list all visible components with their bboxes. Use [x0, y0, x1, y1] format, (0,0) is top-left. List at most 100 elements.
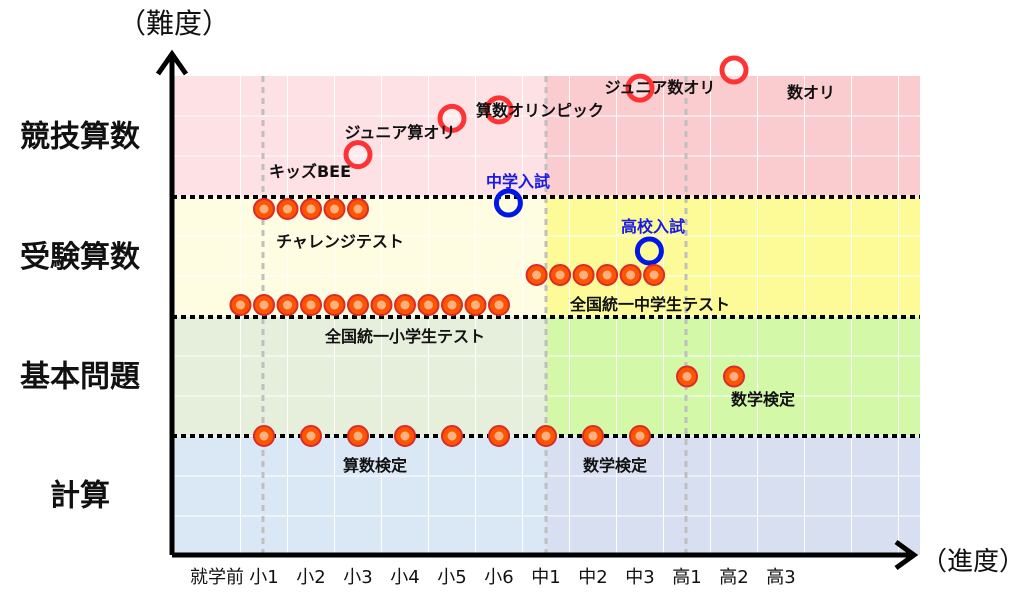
- marker-inner: [602, 270, 612, 280]
- filled-marker: [347, 294, 369, 316]
- level-label: 計算: [50, 479, 110, 514]
- y-axis-title: （難度）: [118, 7, 230, 40]
- filled-marker: [488, 294, 510, 316]
- filled-marker: [347, 198, 369, 220]
- filled-marker: [619, 264, 642, 286]
- band-upper-2: [546, 197, 920, 317]
- grade-label: 小5: [437, 567, 466, 588]
- grade-labels: 就学前 小1 小2 小3 小4 小5 小6 中1 中2 中3 高1 高2 高3: [190, 567, 796, 588]
- marker-inner: [729, 372, 739, 381]
- marker-inner: [259, 300, 269, 310]
- grade-label: 就学前: [190, 567, 244, 588]
- grade-label: 中3: [625, 567, 654, 588]
- marker-inner: [353, 431, 363, 441]
- marker-inner: [494, 431, 504, 441]
- grid-lines: [172, 76, 920, 555]
- exam-label: 中学入試: [486, 172, 550, 191]
- marker-inner: [494, 300, 504, 310]
- marker-inner: [306, 431, 316, 441]
- filled-marker: [464, 294, 487, 316]
- exam-marker: [493, 188, 523, 218]
- marker-inner: [259, 204, 269, 214]
- filled-marker: [535, 425, 557, 447]
- marker-inner: [306, 300, 316, 310]
- band-3: [172, 76, 546, 197]
- competition-marker: [719, 55, 749, 85]
- series-label: 全国統一小学生テスト: [324, 327, 485, 346]
- marker-inner: [306, 204, 316, 214]
- series-label: 算数検定: [343, 456, 407, 475]
- marker-inner: [649, 270, 659, 280]
- marker-inner: [377, 300, 386, 310]
- grade-label: 高1: [672, 567, 701, 588]
- level-label: 基本問題: [20, 360, 140, 395]
- filled-marker: [441, 425, 463, 447]
- grade-label: 高3: [766, 567, 795, 588]
- grade-label: 小1: [249, 567, 278, 588]
- competition-marker: [437, 103, 467, 133]
- marker-inner: [283, 300, 292, 310]
- marker-inner: [471, 300, 480, 310]
- marker-inner: [259, 431, 269, 441]
- band-1: [172, 317, 546, 436]
- marker-inner: [330, 300, 339, 310]
- series-label: チャレンジテスト: [276, 232, 404, 251]
- filled-marker: [276, 294, 299, 316]
- filled-marker: [676, 365, 698, 388]
- marker-inner: [682, 372, 692, 381]
- filled-marker: [300, 294, 322, 316]
- grade-label: 小3: [343, 567, 372, 588]
- exam-marker: [634, 236, 664, 266]
- filled-marker: [441, 294, 463, 316]
- filled-marker: [347, 425, 369, 447]
- marker-inner: [283, 204, 292, 214]
- series-label: 数学検定: [583, 456, 647, 475]
- filled-marker: [276, 198, 299, 220]
- filled-marker: [229, 294, 252, 316]
- x-axis-title: （進度）: [921, 547, 1024, 577]
- x-axis-arrow: [894, 539, 919, 571]
- series-label: 全国統一中学生テスト: [569, 295, 730, 314]
- filled-marker: [370, 294, 393, 316]
- y-axis-arrow: [155, 49, 189, 76]
- marker-inner: [626, 270, 636, 280]
- filled-marker: [253, 198, 275, 220]
- marker-inner: [579, 270, 589, 280]
- competition-marker: [484, 95, 514, 125]
- grade-label: 高2: [719, 567, 748, 588]
- marker-inner: [541, 431, 551, 441]
- competition-marker: [343, 140, 373, 170]
- exam-label: 高校入試: [621, 217, 685, 236]
- filled-marker: [629, 425, 651, 447]
- grade-label: 中1: [531, 567, 560, 588]
- band-upper-3: [546, 76, 920, 197]
- filled-marker: [323, 198, 346, 220]
- filled-marker: [253, 425, 275, 447]
- grade-label: 中2: [578, 567, 607, 588]
- marker-inner: [532, 270, 542, 280]
- filled-marker: [596, 264, 619, 286]
- marker-inner: [447, 431, 457, 441]
- filled-marker: [643, 264, 666, 286]
- marker-inner: [400, 300, 410, 310]
- competition-label: 数オリ: [787, 83, 835, 102]
- level-labels: 計算 基本問題 受験算数 競技算数: [20, 120, 141, 514]
- filled-marker: [323, 294, 346, 316]
- marker-inner: [353, 204, 363, 214]
- competition-label: キッズBEE: [269, 162, 351, 181]
- marker-inner: [447, 300, 457, 310]
- competition-marker: [625, 73, 655, 103]
- filled-marker: [300, 198, 322, 220]
- marker-inner: [635, 431, 645, 441]
- filled-marker: [582, 425, 604, 447]
- marker-inner: [555, 270, 565, 280]
- filled-marker: [394, 425, 416, 447]
- competition-label: ジュニア数オリ: [605, 78, 716, 97]
- grade-label: 小4: [390, 567, 419, 588]
- filled-marker: [300, 425, 322, 447]
- band-upper-0: [546, 436, 920, 555]
- marker-inner: [236, 300, 245, 310]
- filled-marker: [525, 264, 548, 286]
